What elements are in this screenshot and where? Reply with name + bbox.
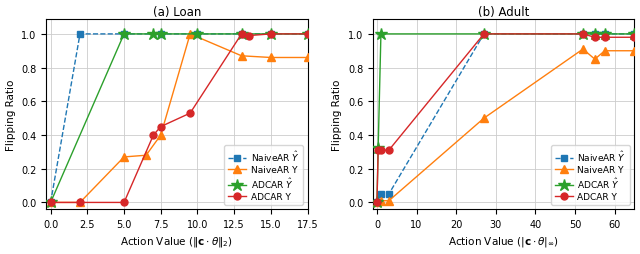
ADCAR Y: [601, 37, 609, 40]
Line: ADCAR Y: ADCAR Y: [47, 31, 311, 206]
NaiveAR $\hat{Y}$: [120, 33, 128, 36]
Legend: NaiveAR $\hat{Y}$, NaiveAR Y, ADCAR $\hat{Y}$, ADCAR Y: NaiveAR $\hat{Y}$, NaiveAR Y, ADCAR $\ha…: [225, 145, 303, 205]
ADCAR $\hat{Y}$: [267, 33, 275, 36]
ADCAR $\hat{Y}$: [237, 33, 245, 36]
NaiveAR Y: [157, 134, 164, 137]
ADCAR $\hat{Y}$: [120, 33, 128, 36]
ADCAR Y: [157, 125, 164, 129]
ADCAR $\hat{Y}$: [47, 201, 54, 204]
ADCAR Y: [304, 33, 312, 36]
X-axis label: Action Value ($| \mathbf{c} \cdot \theta| _{\infty}$): Action Value ($| \mathbf{c} \cdot \theta…: [448, 234, 559, 248]
ADCAR Y: [237, 33, 245, 36]
Line: NaiveAR $\hat{Y}$: NaiveAR $\hat{Y}$: [47, 31, 311, 206]
ADCAR Y: [374, 149, 382, 152]
NaiveAR $\hat{Y}$: [373, 201, 381, 204]
NaiveAR Y: [237, 55, 245, 58]
NaiveAR $\hat{Y}$: [76, 33, 84, 36]
ADCAR Y: [267, 33, 275, 36]
ADCAR Y: [120, 201, 128, 204]
NaiveAR Y: [377, 199, 385, 202]
NaiveAR $\hat{Y}$: [480, 33, 488, 36]
ADCAR Y: [47, 201, 54, 204]
NaiveAR Y: [579, 48, 587, 51]
NaiveAR Y: [304, 57, 312, 60]
Line: NaiveAR Y: NaiveAR Y: [47, 30, 312, 207]
NaiveAR $\hat{Y}$: [601, 33, 609, 36]
ADCAR Y: [579, 33, 587, 36]
ADCAR $\hat{Y}$: [630, 33, 638, 36]
NaiveAR Y: [630, 50, 638, 53]
NaiveAR Y: [76, 201, 84, 204]
Line: ADCAR Y: ADCAR Y: [374, 31, 638, 206]
ADCAR Y: [377, 149, 385, 152]
NaiveAR $\hat{Y}$: [47, 201, 54, 204]
ADCAR $\hat{Y}$: [157, 33, 164, 36]
ADCAR Y: [76, 201, 84, 204]
ADCAR $\hat{Y}$: [304, 33, 312, 36]
Title: (b) Adult: (b) Adult: [478, 6, 529, 19]
ADCAR Y: [630, 37, 638, 40]
ADCAR Y: [480, 33, 488, 36]
Line: ADCAR $\hat{Y}$: ADCAR $\hat{Y}$: [371, 28, 640, 209]
Y-axis label: Flipping Ratio: Flipping Ratio: [6, 79, 15, 150]
ADCAR $\hat{Y}$: [480, 33, 488, 36]
ADCAR Y: [150, 134, 157, 137]
ADCAR Y: [385, 149, 393, 152]
NaiveAR $\hat{Y}$: [630, 33, 638, 36]
NaiveAR Y: [480, 117, 488, 120]
Title: (a) Loan: (a) Loan: [153, 6, 201, 19]
NaiveAR Y: [47, 201, 54, 204]
X-axis label: Action Value ($\|\mathbf{c} \cdot \theta\|_2$): Action Value ($\|\mathbf{c} \cdot \theta…: [120, 234, 234, 248]
ADCAR $\hat{Y}$: [374, 147, 382, 150]
ADCAR $\hat{Y}$: [601, 33, 609, 36]
NaiveAR $\hat{Y}$: [267, 33, 275, 36]
Line: NaiveAR $\hat{Y}$: NaiveAR $\hat{Y}$: [374, 31, 638, 206]
Legend: NaiveAR $\hat{Y}$, NaiveAR Y, ADCAR $\hat{Y}$, ADCAR Y: NaiveAR $\hat{Y}$, NaiveAR Y, ADCAR $\ha…: [551, 145, 630, 205]
NaiveAR Y: [267, 57, 275, 60]
Y-axis label: Flipping Ratio: Flipping Ratio: [332, 79, 342, 150]
NaiveAR Y: [385, 199, 393, 202]
ADCAR $\hat{Y}$: [194, 33, 202, 36]
NaiveAR $\hat{Y}$: [304, 33, 312, 36]
ADCAR $\hat{Y}$: [373, 201, 381, 204]
Line: NaiveAR Y: NaiveAR Y: [372, 46, 639, 207]
ADCAR Y: [245, 35, 253, 38]
Line: ADCAR $\hat{Y}$: ADCAR $\hat{Y}$: [44, 28, 314, 209]
NaiveAR $\hat{Y}$: [157, 33, 164, 36]
ADCAR $\hat{Y}$: [591, 33, 598, 36]
NaiveAR $\hat{Y}$: [237, 33, 245, 36]
NaiveAR $\hat{Y}$: [579, 33, 587, 36]
ADCAR Y: [186, 112, 194, 115]
NaiveAR $\hat{Y}$: [377, 193, 385, 196]
NaiveAR Y: [186, 33, 194, 36]
ADCAR $\hat{Y}$: [579, 33, 587, 36]
ADCAR Y: [591, 37, 598, 40]
NaiveAR Y: [591, 58, 598, 61]
NaiveAR Y: [142, 154, 150, 157]
NaiveAR Y: [601, 50, 609, 53]
NaiveAR Y: [120, 156, 128, 159]
ADCAR $\hat{Y}$: [150, 33, 157, 36]
NaiveAR $\hat{Y}$: [385, 193, 393, 196]
ADCAR Y: [373, 201, 381, 204]
NaiveAR Y: [373, 201, 381, 204]
ADCAR $\hat{Y}$: [377, 33, 385, 36]
NaiveAR $\hat{Y}$: [194, 33, 202, 36]
NaiveAR $\hat{Y}$: [591, 33, 598, 36]
